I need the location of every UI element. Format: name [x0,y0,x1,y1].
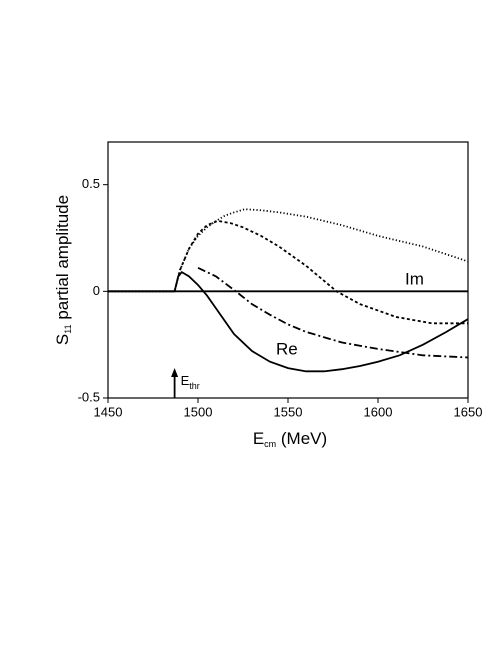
arrow-head [171,368,179,377]
x-axis-label-part: E [253,429,264,448]
y-axis-label-part: partial amplitude [53,195,72,324]
y-tick-label: 0 [93,283,100,298]
y-tick-label: 0.5 [82,176,100,191]
x-tick-label: 1500 [184,404,213,419]
annotation: Re [276,339,298,358]
annotation: Im [405,269,424,288]
y-axis-label-part: S [53,334,72,345]
curve [197,267,469,359]
y-tick-label: -0.5 [78,389,100,404]
x-tick-label: 1600 [364,404,393,419]
x-tick-label: 1550 [274,404,303,419]
x-tick-label: 1650 [454,404,483,419]
x-tick-label: 1450 [94,404,123,419]
y-axis-label: S11 partial amplitude [53,195,73,345]
curve [108,208,469,293]
y-axis-label-part: 11 [63,324,73,333]
curve [173,220,468,325]
x-axis-label-part: cm [264,439,276,449]
threshold-label-part: E [181,373,190,388]
x-axis-label-part: (MeV) [276,429,327,448]
threshold-label: Ethr [181,373,200,391]
threshold-label-part: thr [189,381,200,391]
curve [108,270,469,373]
x-axis-label: Ecm (MeV) [253,429,327,449]
